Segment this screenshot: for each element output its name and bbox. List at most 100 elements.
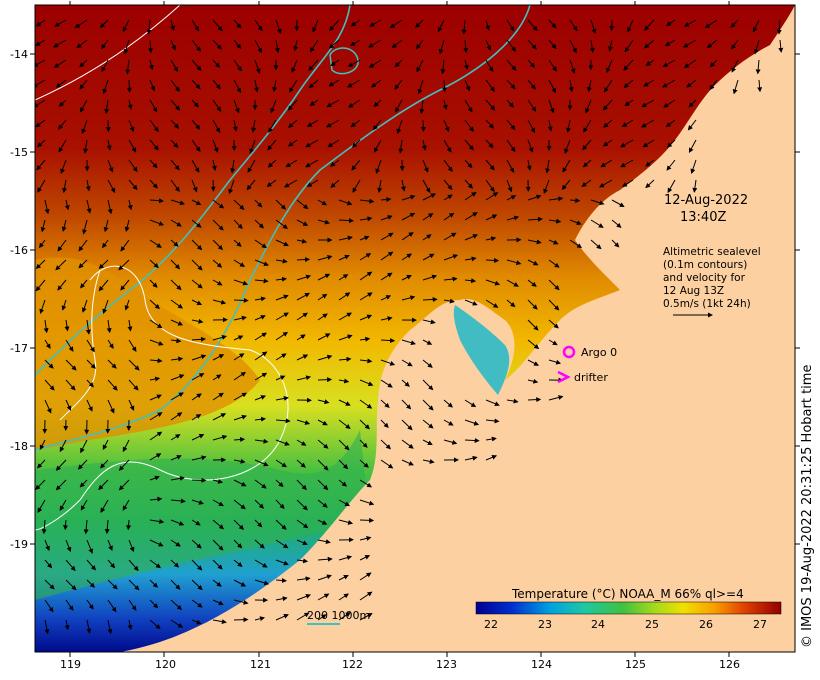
velocity-arrow (233, 458, 246, 464)
velocity-arrow (548, 299, 560, 311)
velocity-arrow (233, 99, 240, 114)
velocity-arrow (372, 119, 382, 131)
altimetry-line: 0.5m/s (1kt 24h) (663, 298, 751, 310)
velocity-arrow (212, 434, 228, 441)
velocity-arrow (644, 39, 655, 49)
velocity-arrow (285, 159, 298, 168)
velocity-arrow (338, 519, 354, 525)
velocity-arrow (485, 59, 494, 73)
velocity-arrow (149, 376, 161, 382)
velocity-arrow (191, 259, 203, 271)
velocity-arrow (401, 419, 413, 431)
velocity-arrow (569, 197, 581, 203)
velocity-arrow (44, 599, 54, 613)
velocity-arrow (527, 39, 537, 50)
velocity-arrow (125, 59, 131, 75)
velocity-arrow (380, 232, 394, 241)
velocity-arrow (527, 339, 540, 350)
velocity-arrow (687, 119, 697, 131)
velocity-arrow (359, 292, 373, 301)
velocity-arrow (326, 99, 340, 108)
velocity-arrow (85, 319, 91, 335)
colorbar-ticks: 22 23 24 25 26 27 (484, 618, 767, 631)
velocity-arrow (80, 439, 88, 454)
velocity-arrow (296, 439, 307, 446)
velocity-arrow (233, 279, 249, 286)
velocity-arrow (317, 519, 328, 525)
velocity-arrow (296, 576, 311, 582)
velocity-arrow (443, 212, 455, 221)
velocity-arrow (485, 139, 494, 149)
velocity-arrow (272, 79, 278, 93)
velocity-arrow (464, 419, 480, 426)
velocity-arrow (506, 279, 519, 287)
velocity-arrow (65, 339, 74, 352)
altimetry-line: Altimetric sealevel (663, 246, 761, 258)
velocity-arrow (254, 239, 267, 249)
velocity-arrow (485, 119, 494, 129)
velocity-arrow (485, 236, 497, 242)
velocity-arrow (330, 59, 340, 67)
velocity-arrow (170, 579, 181, 590)
velocity-arrow (296, 499, 308, 511)
velocity-arrow (391, 39, 403, 49)
velocity-arrow (253, 79, 259, 93)
velocity-arrow (419, 99, 425, 115)
velocity-arrow (401, 295, 416, 301)
velocity-arrow (123, 39, 130, 55)
velocity-arrow (611, 219, 622, 228)
velocity-arrow (212, 413, 227, 421)
colorbar (475, 601, 782, 615)
velocity-arrow (309, 39, 319, 53)
velocity-arrow (422, 419, 434, 429)
y-tick-label: -14 (10, 48, 28, 61)
velocity-arrow (732, 79, 739, 95)
velocity-arrow (317, 293, 328, 301)
velocity-arrow (149, 319, 163, 329)
velocity-arrow (267, 139, 277, 151)
velocity-arrow (291, 59, 298, 74)
velocity-arrow (107, 379, 118, 391)
velocity-arrow (380, 439, 392, 450)
x-tick-label: 120 (155, 658, 176, 671)
velocity-arrow (106, 139, 112, 151)
velocity-arrow (485, 257, 500, 263)
velocity-arrow (37, 179, 46, 193)
velocity-arrow (645, 179, 655, 189)
velocity-arrow (191, 414, 202, 421)
velocity-arrow (389, 19, 403, 29)
velocity-arrow (338, 593, 349, 601)
velocity-arrow (527, 79, 536, 90)
velocity-arrow (62, 179, 67, 194)
velocity-arrow (107, 619, 113, 635)
x-tick-label: 126 (719, 658, 740, 671)
velocity-arrow (359, 459, 369, 468)
velocity-arrow (527, 119, 536, 134)
velocity-arrow (305, 159, 319, 168)
velocity-arrow (461, 19, 467, 35)
velocity-arrow (422, 399, 434, 411)
velocity-arrow (128, 539, 135, 553)
velocity-arrow (228, 179, 235, 195)
velocity-arrow (440, 59, 446, 75)
velocity-arrow (212, 499, 224, 507)
velocity-arrow (338, 235, 353, 241)
velocity-arrow (527, 378, 539, 384)
sealevel-contour-2 (35, 265, 289, 531)
velocity-arrow (149, 79, 156, 92)
velocity-arrow (44, 199, 50, 215)
velocity-arrow (170, 59, 179, 73)
velocity-arrow (249, 139, 256, 154)
velocity-arrow (338, 612, 351, 621)
velocity-arrow (350, 119, 361, 128)
velocity-arrow (548, 39, 557, 50)
velocity-arrow (443, 194, 453, 201)
velocity-arrow (611, 239, 620, 248)
velocity-arrow (485, 159, 495, 171)
velocity-arrow (288, 139, 298, 147)
velocity-arrow (709, 79, 718, 91)
velocity-arrow (415, 19, 424, 28)
velocity-arrow (254, 579, 270, 586)
velocity-arrow (149, 599, 159, 609)
velocity-arrow (170, 559, 180, 568)
